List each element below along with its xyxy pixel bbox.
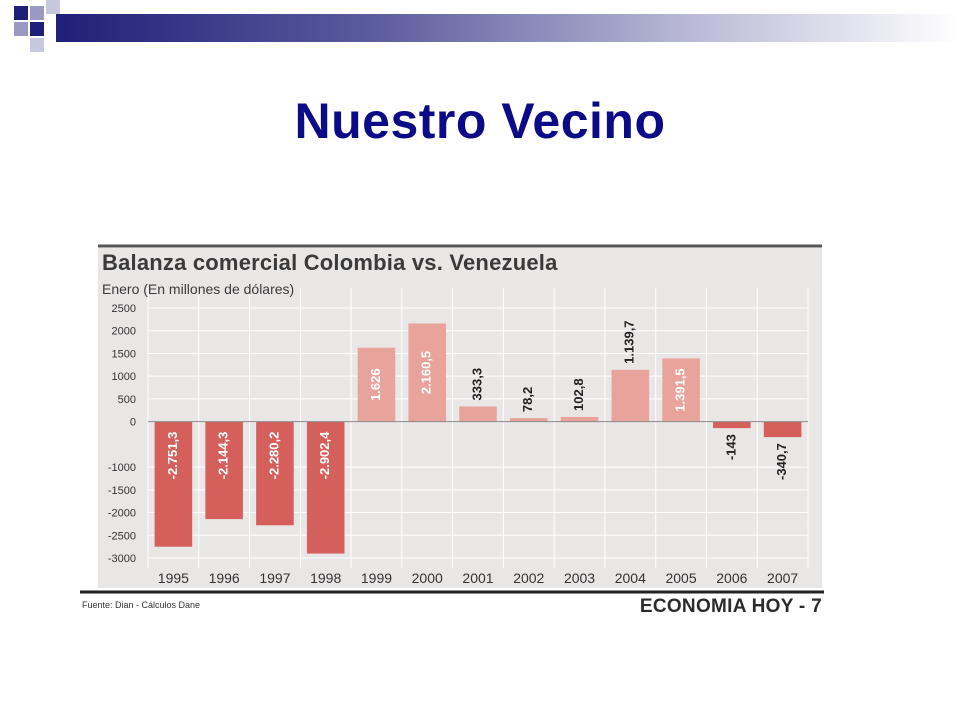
data-label: 1.139,7 — [622, 320, 637, 363]
y-tick-label: 0 — [130, 417, 136, 429]
x-tick-label: 1998 — [310, 570, 341, 586]
data-label: -143 — [723, 434, 738, 460]
chart-source: Fuente: Dian - Cálculos Dane — [82, 600, 201, 610]
deco-gradient-bar — [56, 14, 960, 42]
y-tick-label: 1500 — [112, 348, 136, 360]
y-tick-label: -1000 — [108, 462, 136, 474]
data-label: -340,7 — [774, 443, 789, 480]
bar — [763, 421, 802, 438]
y-tick-label: 500 — [118, 394, 136, 406]
data-label: 1.626 — [368, 368, 383, 401]
x-tick-label: 2004 — [615, 570, 646, 586]
chart-figure: 2500 2000 1500 1000 500 0 -1000 -1500 -2000 -2500… — [80, 244, 824, 626]
data-label: 102,8 — [571, 378, 586, 411]
bar — [459, 406, 497, 422]
bar — [611, 369, 650, 422]
x-tick-label: 1997 — [259, 570, 290, 586]
y-tick-label: 2000 — [112, 326, 136, 338]
deco-square — [14, 22, 28, 36]
data-label: -2.280,2 — [266, 432, 281, 480]
data-label: 78,2 — [520, 387, 535, 412]
x-tick-label: 2005 — [665, 570, 696, 586]
bar — [357, 347, 396, 422]
bar — [408, 323, 447, 422]
deco-square — [30, 22, 44, 36]
deco-square — [30, 6, 44, 20]
data-label: 1.391,5 — [673, 368, 688, 411]
chart-title: Balanza comercial Colombia vs. Venezuela — [102, 250, 558, 275]
bar — [662, 358, 700, 422]
chart-subtitle: Enero (En millones de dólares) — [102, 281, 295, 297]
y-tick-label: 1000 — [112, 371, 136, 383]
deco-square — [30, 38, 44, 52]
publisher-label: ECONOMIA HOY - 7 — [639, 596, 822, 617]
y-tick-label: -2000 — [108, 508, 136, 520]
data-label: -2.144,3 — [216, 432, 231, 480]
x-tick-label: 2003 — [564, 570, 595, 586]
bar — [306, 421, 345, 554]
bar — [560, 416, 599, 422]
bar — [154, 421, 193, 547]
bar — [256, 421, 294, 526]
data-label: 333,3 — [469, 368, 484, 401]
x-tick-label: 2006 — [716, 570, 747, 586]
deco-square — [46, 0, 60, 14]
data-label: -2.902,4 — [317, 431, 332, 479]
bar-chart: 2500 2000 1500 1000 500 0 -1000 -1500 -2000 -2500… — [80, 244, 824, 594]
data-label: 2.160,5 — [419, 351, 434, 394]
x-tick-label: 1995 — [158, 570, 189, 586]
data-label: -2.751,3 — [165, 432, 180, 480]
x-tick-label: 1996 — [209, 570, 240, 586]
y-tick-label: -1500 — [108, 485, 136, 497]
deco-square — [14, 6, 28, 20]
slide-title: Nuestro Vecino — [294, 93, 666, 149]
x-tick-label: 2007 — [767, 570, 798, 586]
bar — [713, 421, 751, 429]
x-tick-label: 2000 — [412, 570, 443, 586]
y-tick-label: -3000 — [108, 553, 136, 565]
bar — [205, 421, 243, 520]
x-tick-label: 2002 — [513, 570, 544, 586]
bar — [509, 418, 548, 422]
x-tick-label: 1999 — [361, 570, 392, 586]
y-tick-label: -2500 — [108, 530, 136, 542]
y-tick-label: 2500 — [112, 303, 136, 315]
x-tick-label: 2001 — [462, 570, 493, 586]
slide-decoration — [0, 0, 960, 60]
